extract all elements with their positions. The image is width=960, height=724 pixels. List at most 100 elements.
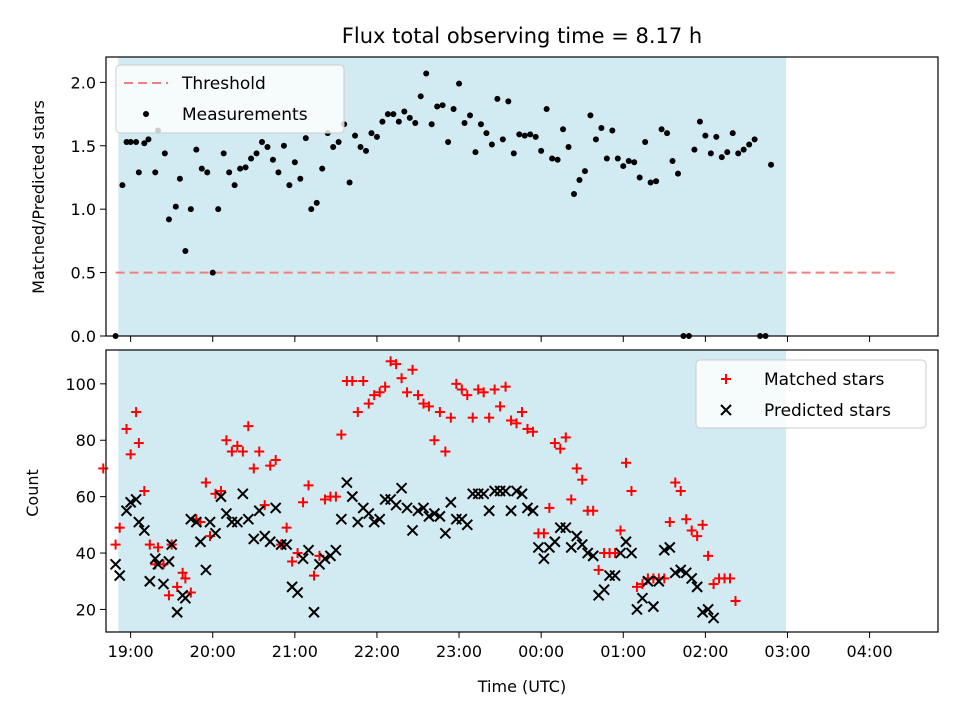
predicted-star-marker xyxy=(269,502,282,514)
measurement-point xyxy=(625,157,632,164)
matched-star-marker xyxy=(402,387,413,398)
measurement-point xyxy=(653,178,660,185)
predicted-star-marker-b xyxy=(209,527,222,540)
measurement-point xyxy=(259,138,265,145)
predicted-star-marker-b xyxy=(200,564,212,576)
predicted-star-marker-b xyxy=(357,502,369,514)
predicted-star-marker-b xyxy=(406,524,419,537)
predicted-star-marker-b xyxy=(434,510,446,523)
predicted-star-marker-b xyxy=(702,603,714,616)
measurement-point xyxy=(751,136,758,143)
matched-star-marker xyxy=(434,407,445,418)
measurement-point xyxy=(510,150,517,157)
matched-star-marker xyxy=(336,429,347,440)
measurement-point xyxy=(445,138,452,145)
predicted-star-marker-b xyxy=(609,569,621,582)
matched-star-marker xyxy=(413,390,423,401)
predicted-star-marker-b xyxy=(620,536,632,548)
predicted-star-marker xyxy=(445,496,457,508)
top-y-tick-label: 0.5 xyxy=(71,264,96,283)
chart-title: Flux total observing time = 8.17 h xyxy=(342,24,702,48)
matched-star-marker xyxy=(478,387,489,398)
measurement-point xyxy=(384,111,391,118)
predicted-star-marker xyxy=(163,555,175,568)
matched-star-marker xyxy=(577,474,588,485)
predicted-star-marker xyxy=(505,505,517,517)
predicted-star-marker xyxy=(631,603,643,616)
measurement-point xyxy=(401,108,408,115)
predicted-star-marker-b xyxy=(171,606,183,618)
predicted-star-marker xyxy=(124,496,137,508)
predicted-star-marker-b xyxy=(384,493,397,506)
measurement-point xyxy=(549,155,556,162)
measurement-point xyxy=(428,121,435,128)
predicted-star-marker-b xyxy=(675,564,687,576)
predicted-star-marker xyxy=(406,524,419,537)
matched-star-marker xyxy=(445,412,456,423)
predicted-star-marker-b xyxy=(248,533,260,545)
matched-star-marker xyxy=(243,421,254,432)
matched-star-marker xyxy=(374,387,385,398)
measurement-point xyxy=(308,206,315,213)
measurement-point xyxy=(735,150,742,157)
measurement-point xyxy=(664,130,671,137)
predicted-star-marker-b xyxy=(259,530,271,542)
matched-star-marker xyxy=(506,415,517,426)
predicted-star-marker xyxy=(395,482,408,494)
predicted-star-marker xyxy=(352,516,364,528)
predicted-star-marker xyxy=(510,485,523,497)
measurement-point xyxy=(187,206,194,213)
predicted-star-marker xyxy=(417,502,430,514)
predicted-star-marker-b xyxy=(581,547,594,559)
predicted-star-marker-b xyxy=(505,505,517,517)
predicted-star-marker-b xyxy=(215,490,227,503)
x-tick-label: 19:00 xyxy=(108,642,154,661)
predicted-star-marker xyxy=(434,510,446,523)
matched-star-marker xyxy=(391,359,402,370)
predicted-star-marker xyxy=(516,488,528,500)
predicted-star-marker xyxy=(291,586,304,599)
legend-predicted-swatch-b xyxy=(720,404,732,416)
measurement-point xyxy=(373,133,380,140)
measurement-point xyxy=(472,149,479,156)
predicted-star-marker-b xyxy=(445,496,457,508)
predicted-star-marker xyxy=(647,600,660,613)
measurement-point xyxy=(119,182,126,189)
predicted-star-marker-b xyxy=(423,510,435,523)
measurement-point xyxy=(499,136,506,143)
predicted-star-marker xyxy=(538,552,550,565)
measurement-point xyxy=(313,199,320,206)
predicted-star-marker xyxy=(220,507,233,520)
predicted-star-marker xyxy=(253,505,265,517)
predicted-star-marker xyxy=(642,575,654,587)
predicted-star-marker xyxy=(675,564,687,576)
measurement-point xyxy=(768,161,775,168)
measurement-point xyxy=(581,168,588,175)
measurement-point xyxy=(135,169,142,176)
matched-star-marker xyxy=(522,423,533,434)
measurement-point xyxy=(696,118,703,125)
predicted-star-marker-b xyxy=(510,485,523,497)
predicted-star-marker-b xyxy=(571,530,583,542)
predicted-star-marker-b xyxy=(286,581,298,593)
matched-star-marker xyxy=(549,438,560,449)
matched-star-marker xyxy=(708,579,719,590)
predicted-star-marker xyxy=(625,547,638,559)
predicted-star-marker xyxy=(144,575,156,587)
measurement-point xyxy=(603,155,610,162)
x-tick-label: 04:00 xyxy=(847,642,893,661)
predicted-star-marker xyxy=(302,544,315,556)
legend-measurements-label: Measurements xyxy=(182,105,308,125)
predicted-star-marker xyxy=(483,505,495,517)
measurement-point xyxy=(521,132,528,139)
predicted-star-marker-b xyxy=(669,567,681,579)
predicted-star-marker xyxy=(319,552,331,565)
measurement-point xyxy=(554,156,561,163)
measurement-point xyxy=(165,216,172,223)
matched-star-marker xyxy=(538,528,549,539)
predicted-star-marker-b xyxy=(204,516,216,528)
matched-star-marker xyxy=(298,497,309,508)
measurement-point xyxy=(718,154,725,161)
matched-star-marker xyxy=(615,525,626,536)
